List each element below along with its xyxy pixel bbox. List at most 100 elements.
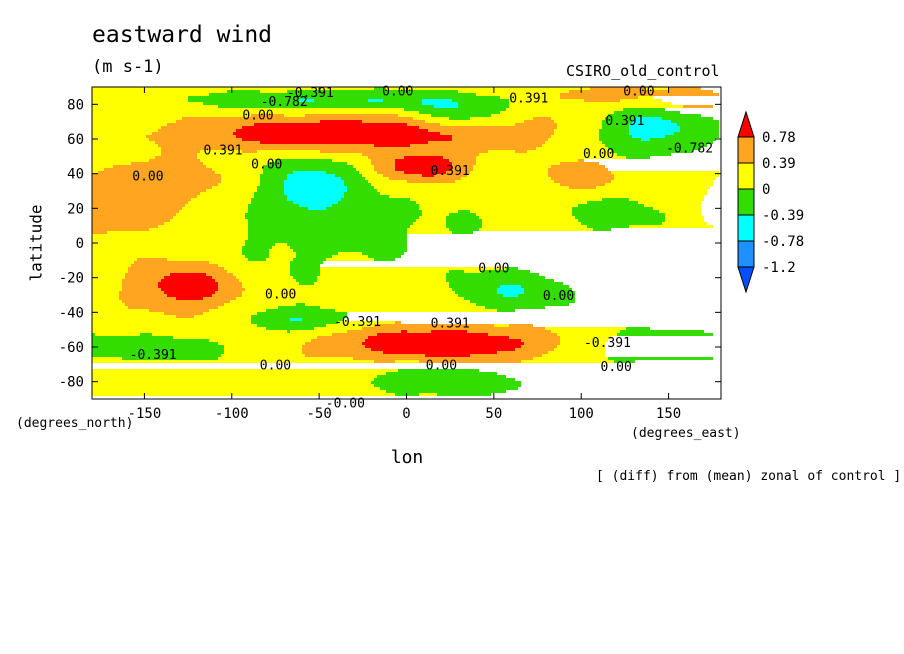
colorbar-max-triangle: [737, 110, 755, 138]
contour-cell: [404, 156, 443, 159]
contour-cell: [254, 123, 407, 126]
contour-cell: [242, 126, 419, 129]
contour-cell: [92, 339, 209, 342]
contour-cell: [488, 150, 515, 153]
contour-cell: [92, 177, 221, 180]
contour-cell: [521, 285, 569, 288]
contour-cell: [158, 144, 374, 147]
contour-cell: [92, 174, 221, 177]
x-tick-label: -100: [215, 406, 249, 422]
contour-cell: [290, 267, 320, 270]
contour-cell: [209, 93, 476, 96]
contour-cell: [293, 276, 317, 279]
contour-cell: [218, 183, 260, 186]
contour-cell: [389, 195, 704, 198]
contour-cell: [503, 294, 518, 297]
contour-cell: [284, 180, 344, 183]
contour-cell: [230, 300, 470, 303]
contour-cell: [617, 153, 671, 156]
contour-cell: [326, 171, 359, 174]
contour-cell: [242, 282, 299, 285]
contour-cell: [344, 192, 380, 195]
contour-cell: [458, 102, 509, 105]
contour-cell: [92, 387, 380, 390]
contour-cell: [260, 174, 287, 177]
contour-cell: [410, 198, 602, 201]
contour-cell: [458, 294, 503, 297]
contour-cell: [248, 231, 407, 234]
contour-cell: [548, 168, 608, 171]
contour-cell: [665, 135, 719, 138]
contour-cell: [92, 384, 374, 387]
contour-cell: [248, 237, 407, 240]
contour-cell: [92, 264, 131, 267]
contour-cell: [416, 201, 587, 204]
contour-cell: [605, 144, 707, 147]
contour-cell: [320, 273, 446, 276]
contour-cell: [92, 213, 176, 216]
contour-cell: [251, 201, 293, 204]
contour-cell: [182, 207, 248, 210]
contour-cell: [92, 132, 152, 135]
contour-cell: [92, 360, 374, 363]
contour-cell: [557, 333, 617, 336]
contour-cell: [92, 234, 248, 237]
contour-cell: [431, 114, 491, 117]
contour-cell: [248, 204, 299, 207]
contour-cell: [92, 222, 164, 225]
contour-cell: [92, 180, 221, 183]
contour-cell: [92, 228, 149, 231]
contour-cell: [92, 237, 248, 240]
contour-cell: [374, 168, 395, 171]
contour-cell: [662, 222, 707, 225]
contour-cell: [608, 357, 713, 360]
contour-cell: [257, 150, 320, 153]
contour-cell: [452, 165, 473, 168]
contour-cell: [440, 132, 554, 135]
contour-cell: [209, 309, 266, 312]
contour-cell: [107, 231, 248, 234]
contour-cell: [374, 87, 386, 90]
contour-cell: [320, 267, 506, 270]
contour-cell: [644, 87, 668, 90]
contour-cell: [518, 294, 575, 297]
contour-cell: [92, 273, 125, 276]
contour-cell: [371, 162, 395, 165]
contour-cell: [347, 162, 371, 165]
contour-cell: [212, 186, 257, 189]
contour-cell: [515, 123, 557, 126]
contour-cell: [251, 198, 287, 201]
contour-cell: [482, 219, 578, 222]
y-tick-label: 60: [67, 132, 84, 148]
contour-cell: [218, 264, 290, 267]
contour-cell: [572, 207, 653, 210]
contour-cell: [92, 99, 188, 102]
contour-cell: [131, 162, 203, 165]
contour-cell: [170, 273, 206, 276]
contour-cell: [125, 303, 224, 306]
contour-cell: [92, 96, 188, 99]
contour-cell: [287, 174, 335, 177]
contour-cell: [449, 117, 470, 120]
contour-cell: [92, 126, 161, 129]
contour-cell: [482, 225, 587, 228]
contour-cell: [242, 246, 272, 249]
contour-cell: [179, 210, 248, 213]
contour-cell: [242, 252, 269, 255]
contour-cell: [278, 306, 320, 309]
contour-cell: [659, 210, 701, 213]
contour-cell: [299, 204, 332, 207]
contour-cell: [224, 351, 302, 354]
contour-cell: [557, 123, 602, 126]
contour-cell: [92, 162, 131, 165]
contour-cell: [632, 120, 671, 123]
contour-cell: [275, 159, 332, 162]
contour-cell: [119, 294, 167, 297]
y-tick-label: -40: [59, 305, 84, 321]
contour-cell: [494, 324, 509, 327]
contour-label: 0.00: [601, 360, 632, 375]
contour-cell: [560, 342, 605, 345]
contour-cell: [221, 177, 260, 180]
contour-cell: [92, 123, 167, 126]
contour-cell: [92, 249, 242, 252]
